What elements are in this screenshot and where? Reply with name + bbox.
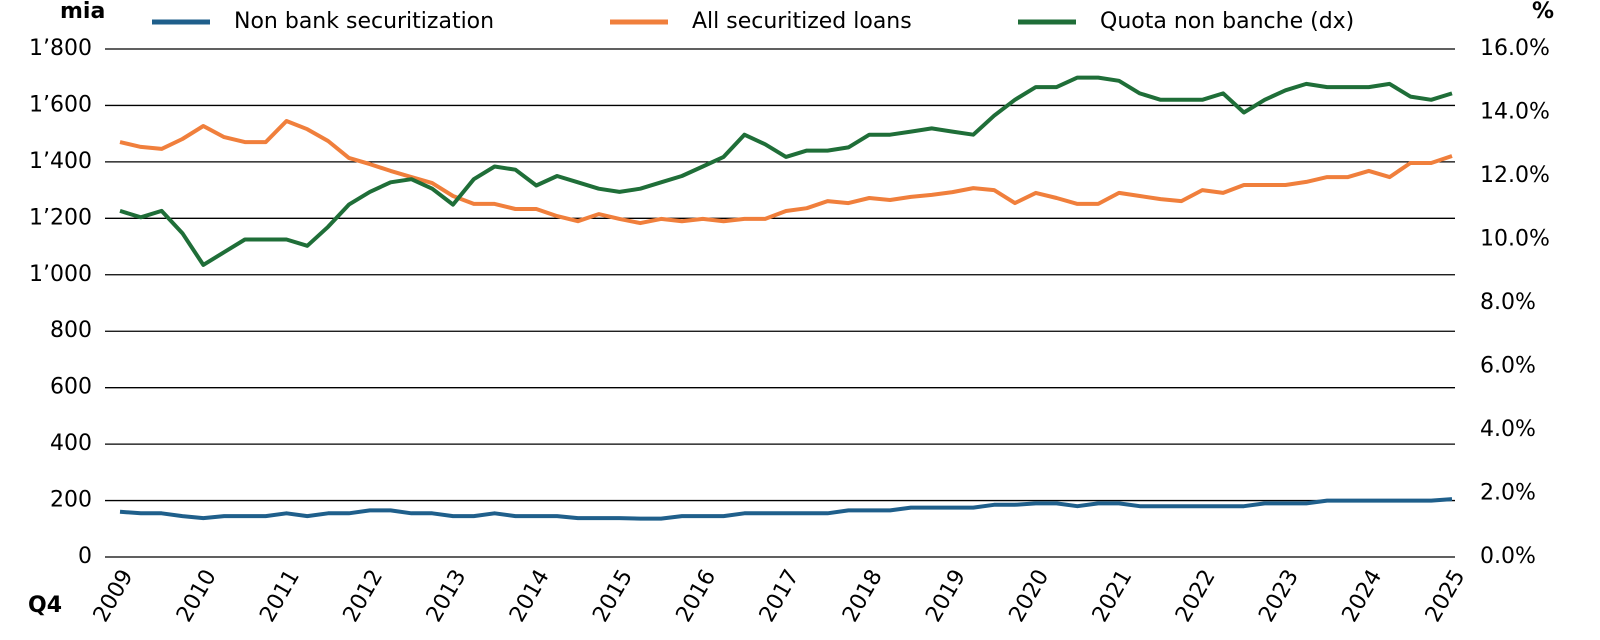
x-tick-label: 2012 (338, 566, 388, 627)
x-tick-label: 2009 (89, 566, 139, 627)
y-tick-label: 0 (78, 544, 92, 569)
y-tick-label: 1’200 (29, 205, 92, 230)
series-line (119, 119, 1453, 226)
x-tick-label: 2010 (172, 566, 222, 627)
y-tick-label: 1’600 (29, 92, 92, 117)
x-tick-label: 2019 (921, 566, 971, 627)
y2-tick-label: 2.0% (1480, 481, 1536, 506)
legend-label: All securitized loans (692, 9, 912, 34)
y-tick-label: 600 (50, 375, 92, 400)
y2-axis-label: % (1532, 0, 1554, 24)
y-tick-label: 400 (50, 431, 92, 456)
y2-tick-label: 8.0% (1480, 290, 1536, 315)
x-tick-label: 2022 (1171, 566, 1221, 627)
x-tick-label: 2025 (1421, 566, 1471, 627)
x-tick-label: 2024 (1337, 566, 1387, 627)
x-tick-label: 2014 (505, 566, 555, 627)
x-tick-label: 2021 (1088, 566, 1138, 627)
y2-tick-label: 10.0% (1480, 227, 1550, 252)
legend-label: Non bank securitization (234, 9, 494, 34)
y-tick-label: 200 (50, 488, 92, 513)
x-tick-label: 2015 (588, 566, 638, 627)
legend-label: Quota non banche (dx) (1100, 9, 1354, 34)
y2-tick-label: 12.0% (1480, 163, 1550, 188)
y-tick-label: 1’400 (29, 149, 92, 174)
y2-tick-label: 14.0% (1480, 100, 1550, 125)
y2-tick-label: 6.0% (1480, 354, 1536, 379)
y-tick-label: 800 (50, 318, 92, 343)
x-tick-label: 2020 (1004, 566, 1054, 627)
y-axis-label: mia (60, 0, 105, 24)
x-axis-label: Q4 (28, 593, 62, 618)
x-tick-label: 2011 (255, 566, 305, 627)
x-tick-label: 2016 (671, 566, 721, 627)
x-tick-label: 2013 (422, 566, 472, 627)
x-tick-label: 2018 (838, 566, 888, 627)
series-line (119, 75, 1453, 267)
x-tick-label: 2023 (1254, 566, 1304, 627)
x-tick-label: 2017 (755, 566, 805, 627)
y-tick-label: 1’000 (29, 262, 92, 287)
y2-tick-label: 16.0% (1480, 36, 1550, 61)
y2-tick-label: 4.0% (1480, 417, 1536, 442)
y2-tick-label: 0.0% (1480, 544, 1536, 569)
series-line (119, 497, 1453, 521)
y-tick-label: 1’800 (29, 36, 92, 61)
